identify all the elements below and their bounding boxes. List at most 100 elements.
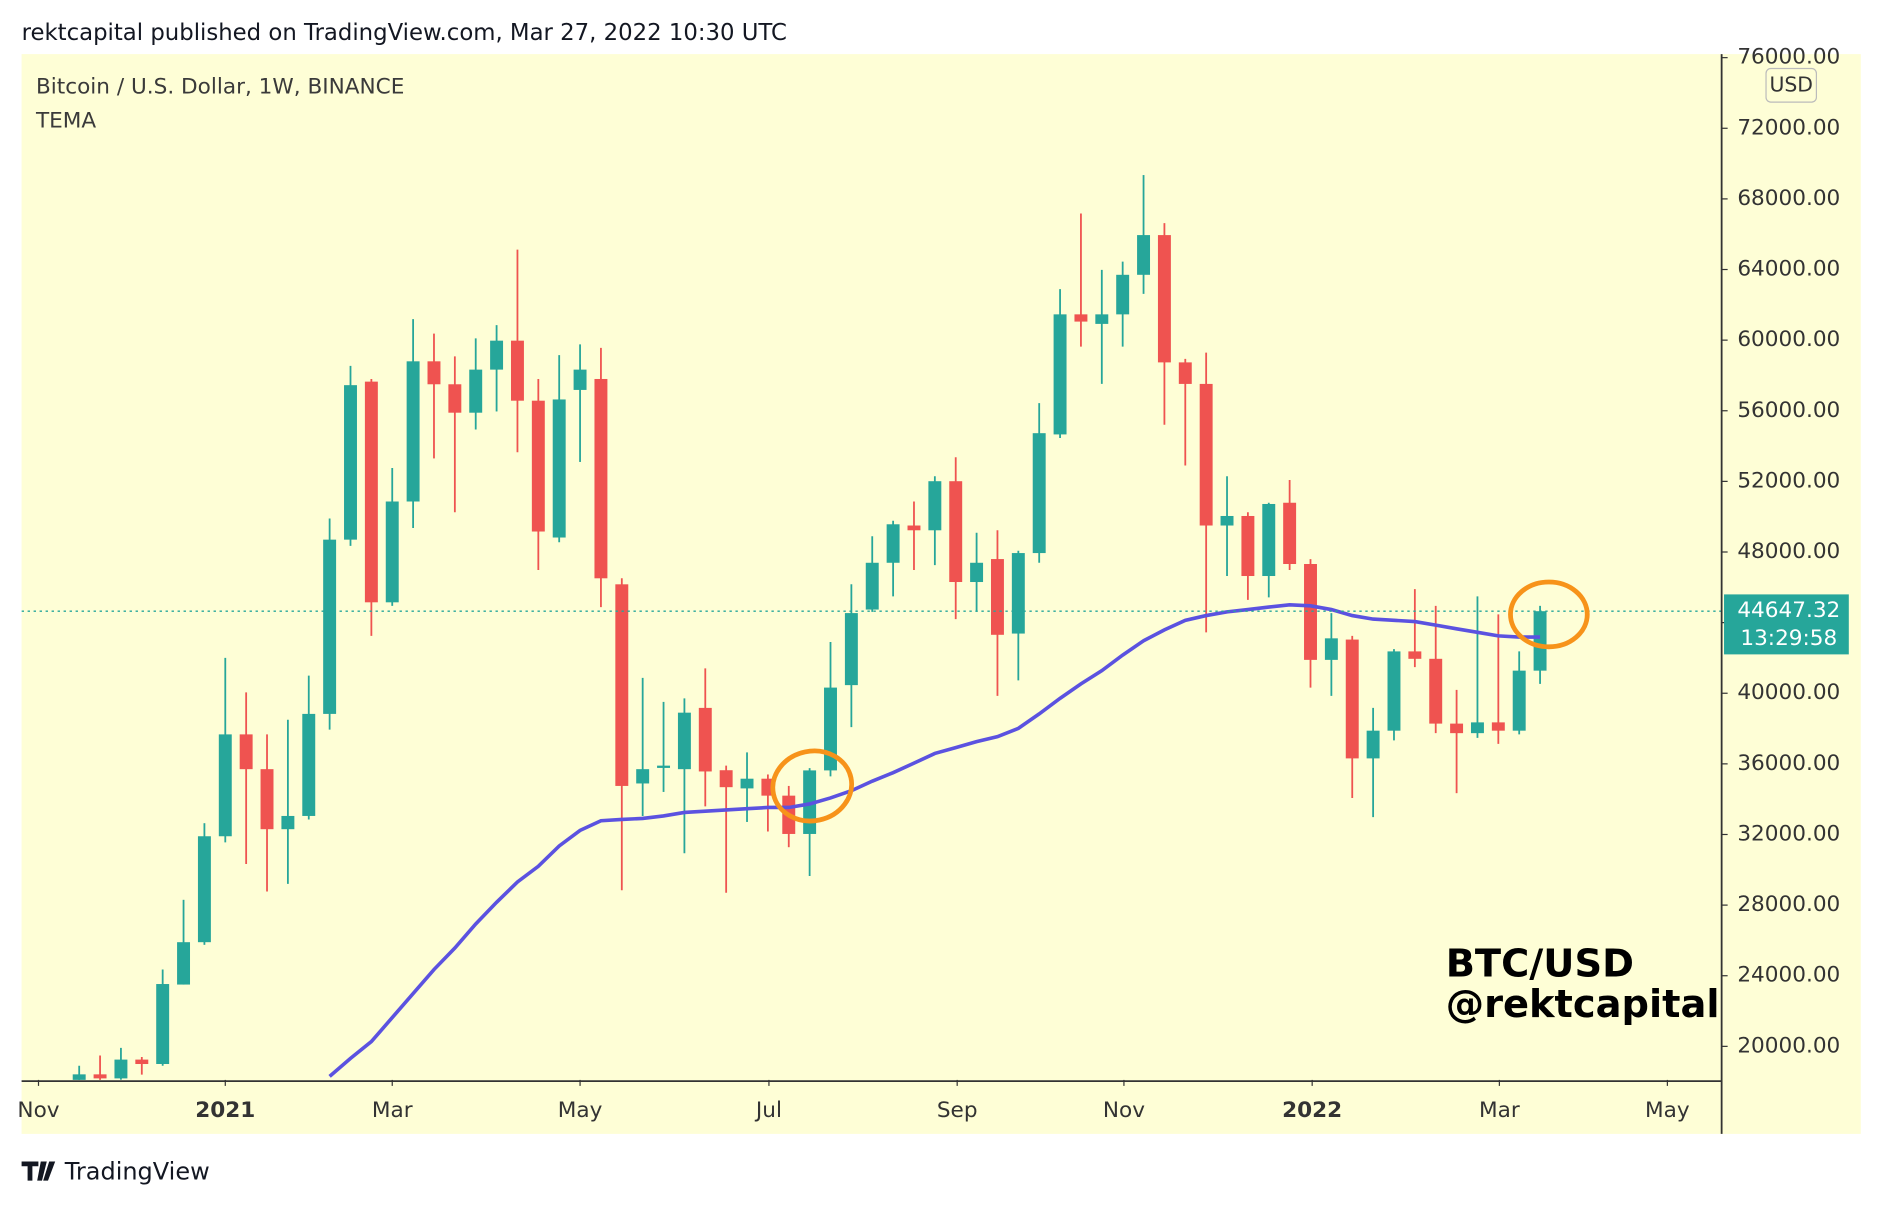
x-tick-label: Mar [372,1098,413,1123]
candle-body [1241,515,1255,577]
header: rektcapital published on TradingView.com… [22,20,787,46]
candle-body [1116,274,1130,315]
candle-body [197,836,211,943]
x-tick-label: 2021 [195,1098,255,1123]
candle-body [698,707,712,772]
candle-body [844,613,858,686]
y-tick-label: 20000.00 [1737,1033,1840,1058]
candle-body [1220,515,1234,526]
candle-body [385,501,399,603]
candle-body [824,687,837,771]
x-tick-label: May [1645,1098,1690,1123]
candle-body [1199,383,1213,526]
candle-body [970,562,984,583]
annotation: @rektcapital [1446,982,1720,1027]
candle-body [1178,362,1192,384]
candle-body [1137,235,1151,275]
y-tick-label: 40000.00 [1737,680,1840,705]
x-tick-label: Mar [1479,1098,1520,1123]
y-tick-label: 64000.00 [1737,257,1840,282]
candle-body [1470,722,1484,734]
y-tick-label: 32000.00 [1737,821,1840,846]
x-tick-label: 2022 [1282,1098,1342,1123]
candle-body [1157,235,1171,363]
price-label-box [1724,594,1849,655]
candle-body [1283,502,1297,565]
candle-body [1053,314,1067,435]
candle-body [344,385,357,540]
candle-body [302,713,316,816]
y-tick-label: 56000.00 [1737,398,1840,423]
candle-body [406,361,420,502]
candle-body [719,770,733,788]
y-tick-label: 60000.00 [1737,327,1840,352]
candle-body [239,734,253,770]
brand-name: TradingView [64,1157,210,1185]
candle-body [156,984,170,1065]
candle-body [114,1059,128,1079]
candle-body [72,1074,86,1080]
candle-body [886,524,900,563]
price-label: 44647.32 [1737,598,1840,623]
y-tick-label: 76000.00 [1737,45,1840,70]
highlight-circle [770,748,855,824]
candle-body [1011,553,1025,634]
brand: TradingView [21,1157,210,1185]
x-tick-label: Jul [754,1098,782,1123]
candle-body [93,1074,107,1079]
currency-box [1765,67,1818,103]
y-tick-label: 36000.00 [1737,751,1840,776]
currency: USD [1769,72,1813,96]
candle-body [469,369,483,413]
candle-body [323,539,337,714]
x-tick-label: May [558,1098,603,1123]
candle-body [260,769,274,830]
candle-body [1074,314,1088,322]
y-tick-label: 48000.00 [1737,539,1840,564]
candle-body [1408,651,1422,659]
chart-title: Bitcoin / U.S. Dollar, 1W, BINANCE [36,75,404,100]
candle-body [1095,314,1109,324]
candle-body [1450,723,1464,734]
highlight-circle [1508,579,1590,650]
x-tick-label: Sep [937,1098,978,1123]
candle-body [490,340,504,370]
y-tick-label: 52000.00 [1737,468,1840,493]
y-tick-label: 24000.00 [1737,963,1840,988]
candle-body [677,712,691,770]
candle-body [949,481,963,583]
candle-body [573,369,587,390]
candle-body [218,734,232,837]
candle-body [657,765,671,768]
candle-body [594,378,608,579]
candle-body [1366,730,1380,759]
candle-body [364,381,378,603]
candle-body [1512,670,1526,731]
y-tick-label: 72000.00 [1737,115,1840,140]
candle-body [1491,722,1505,731]
candle-body [990,559,1004,635]
brand-logo [21,1161,56,1181]
candle-body [740,778,754,789]
annotation: BTC/USD [1446,941,1634,986]
countdown: 13:29:58 [1740,626,1837,651]
x-tick-label: Nov [1103,1098,1145,1123]
candle-body [1345,639,1359,759]
candle-body [448,384,462,413]
candle-body [281,815,295,830]
candle-body [615,584,629,786]
candle-body [1032,433,1046,554]
candle-body [552,399,566,538]
x-tick-label: Nov [17,1098,59,1123]
candle-body [1429,658,1443,724]
indicator-line [328,602,1541,1078]
candle-body [427,361,441,385]
candle-body [177,942,191,985]
candle-body [1304,564,1317,660]
y-tick-label: 68000.00 [1737,186,1840,211]
candle-body [1387,651,1401,731]
candle-body [636,769,650,784]
y-tick-label: 28000.00 [1737,892,1840,917]
